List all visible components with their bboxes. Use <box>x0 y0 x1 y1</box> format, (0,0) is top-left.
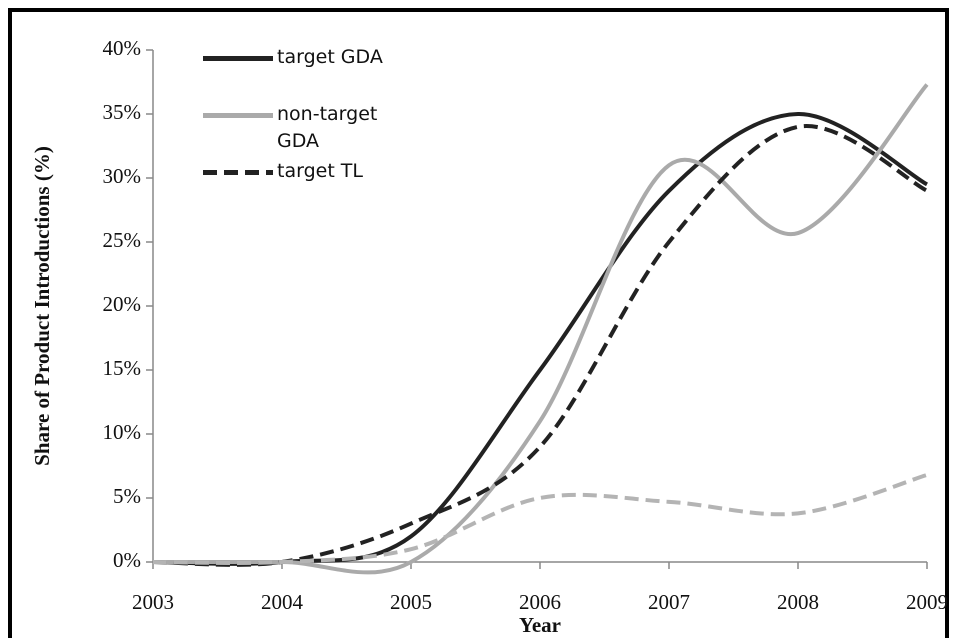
y-tick-label: 5% <box>113 484 141 508</box>
legend-label: non-target GDA <box>277 103 378 152</box>
legend-swatch <box>203 170 273 175</box>
x-tick-label: 2008 <box>777 590 819 614</box>
x-tick-label: 2005 <box>390 590 432 614</box>
x-tick-label: 2006 <box>519 590 561 614</box>
x-tick-label: 2003 <box>132 590 174 614</box>
legend-label: target TL <box>277 160 364 182</box>
legend-swatch <box>203 56 273 61</box>
y-tick-label: 0% <box>113 548 141 572</box>
frame <box>8 8 949 638</box>
series-line <box>153 83 929 575</box>
y-tick-label: 30% <box>103 164 142 188</box>
y-tick-label: 40% <box>103 36 142 60</box>
series-line <box>152 124 928 567</box>
y-tick-label: 35% <box>103 100 142 124</box>
series-line <box>152 111 928 566</box>
legend-swatch <box>203 113 273 118</box>
series-line <box>152 473 928 565</box>
x-axis-title: Year <box>519 613 561 637</box>
y-tick-label: 10% <box>103 420 142 444</box>
y-tick-label: 15% <box>103 356 142 380</box>
legend-label: target GDA <box>277 46 383 68</box>
x-tick-label: 2007 <box>648 590 690 614</box>
x-tick-label: 2009 <box>906 590 948 614</box>
y-tick-label: 25% <box>103 228 142 252</box>
x-tick-label: 2004 <box>261 590 304 614</box>
y-tick-label: 20% <box>103 292 142 316</box>
y-axis-title: Share of Product Introductions (%) <box>30 146 54 466</box>
